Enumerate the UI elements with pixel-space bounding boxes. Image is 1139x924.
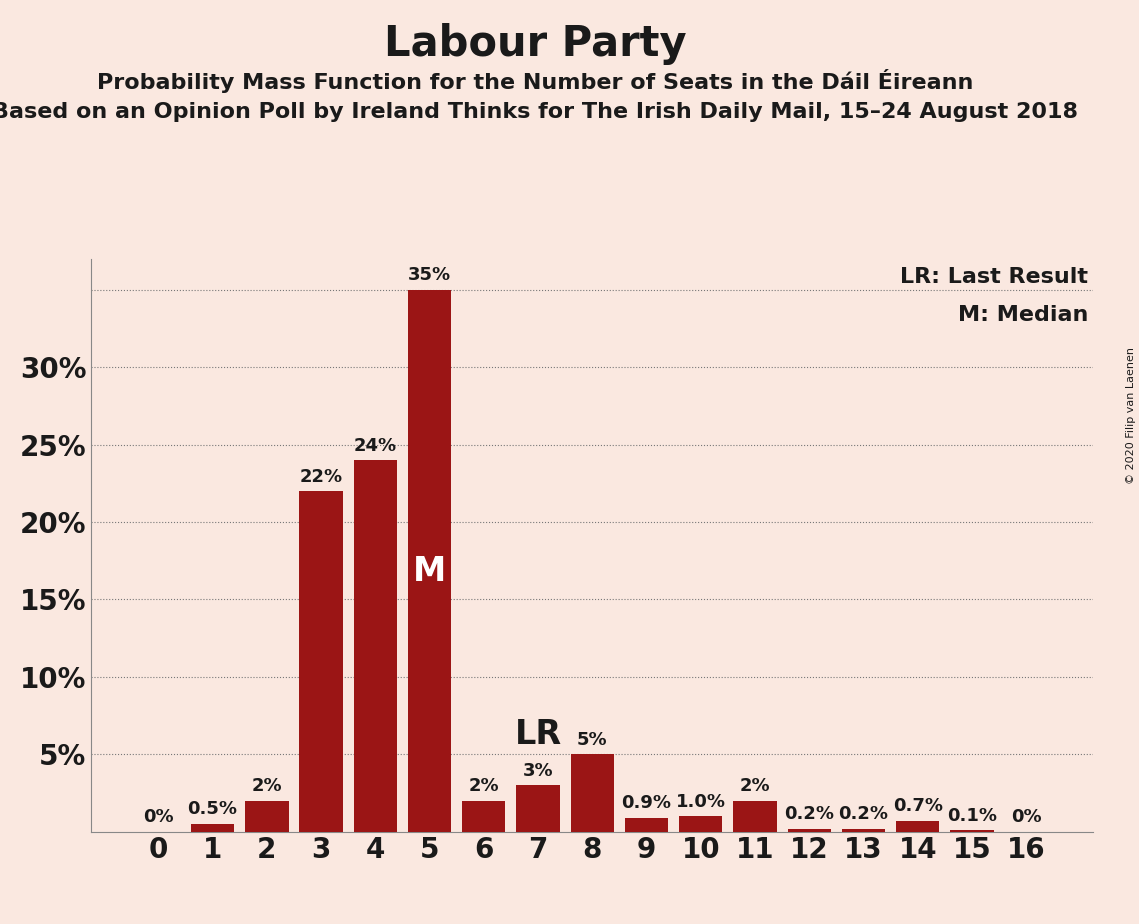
Bar [842,829,885,832]
Text: Labour Party: Labour Party [384,23,687,65]
Text: M: M [413,555,446,588]
Text: 0%: 0% [1011,808,1041,826]
Bar [408,290,451,832]
Text: M: Median: M: Median [958,305,1089,324]
Text: Probability Mass Function for the Number of Seats in the Dáil Éireann: Probability Mass Function for the Number… [97,69,974,93]
Text: LR: LR [515,718,562,751]
Text: 0.2%: 0.2% [785,805,834,823]
Text: 5%: 5% [577,731,607,748]
Bar [300,491,343,832]
Bar [353,460,398,832]
Text: Based on an Opinion Poll by Ireland Thinks for The Irish Daily Mail, 15–24 Augus: Based on an Opinion Poll by Ireland Thin… [0,102,1079,122]
Text: 2%: 2% [739,777,770,796]
Text: © 2020 Filip van Laenen: © 2020 Filip van Laenen [1126,347,1136,484]
Bar [734,800,777,832]
Bar [950,830,993,832]
Bar [679,816,722,832]
Text: 3%: 3% [523,761,554,780]
Text: 1.0%: 1.0% [675,793,726,810]
Text: 0.1%: 0.1% [947,807,997,824]
Text: 2%: 2% [468,777,499,796]
Bar [896,821,940,832]
Text: 24%: 24% [354,436,396,455]
Bar [245,800,288,832]
Text: 22%: 22% [300,468,343,485]
Text: 2%: 2% [252,777,282,796]
Text: 35%: 35% [408,266,451,285]
Bar [462,800,506,832]
Text: LR: Last Result: LR: Last Result [901,267,1089,287]
Text: 0.2%: 0.2% [838,805,888,823]
Bar [191,824,235,832]
Bar [625,818,669,832]
Bar [516,785,559,832]
Text: 0%: 0% [144,808,173,826]
Bar [571,754,614,832]
Text: 0.7%: 0.7% [893,797,943,815]
Text: 0.9%: 0.9% [622,795,672,812]
Text: 0.5%: 0.5% [188,800,238,819]
Bar [787,829,831,832]
